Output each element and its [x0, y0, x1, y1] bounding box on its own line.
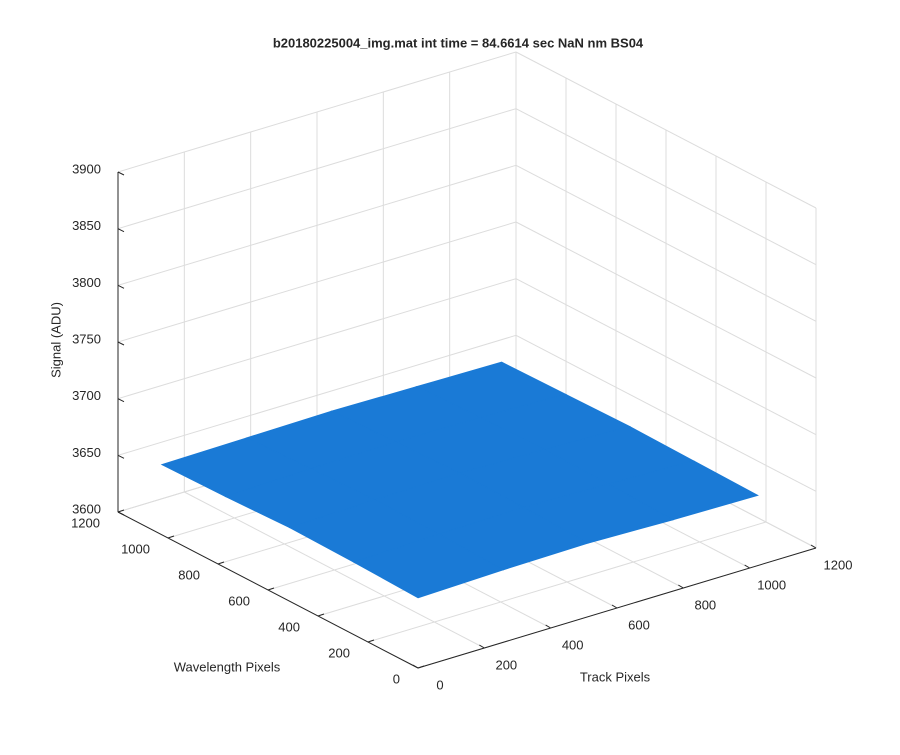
z-tick-label: 3900	[72, 161, 101, 176]
x-tick-label: 600	[628, 617, 650, 632]
chart-title: b20180225004_img.mat int time = 84.6614 …	[273, 35, 644, 50]
z-axis-label: Signal (ADU)	[48, 302, 63, 378]
z-tick-label: 3850	[72, 218, 101, 233]
x-tick-label: 1000	[757, 577, 786, 592]
z-tick	[117, 228, 125, 233]
x-tick	[744, 564, 750, 569]
grid-line	[515, 108, 817, 266]
y-tick	[367, 639, 375, 643]
x-tick-label: 400	[562, 637, 584, 652]
y-tick	[117, 509, 125, 513]
y-axis-label: Wavelength Pixels	[174, 659, 281, 674]
grid-line	[117, 164, 517, 286]
grid-line	[515, 278, 817, 436]
grid-line	[117, 108, 517, 230]
x-tick	[611, 604, 618, 609]
y-tick-label: 800	[178, 567, 200, 582]
grid-line	[117, 334, 517, 456]
x-tick	[810, 544, 817, 549]
z-tick	[117, 171, 125, 176]
x-tick	[479, 644, 485, 649]
z-tick	[117, 511, 125, 516]
x-tick	[412, 664, 419, 669]
grid-line	[117, 221, 517, 343]
grid-line	[117, 278, 517, 400]
surface-patch	[352, 533, 505, 599]
x-tick	[545, 624, 551, 629]
z-tick-label: 3800	[72, 275, 101, 290]
y-tick	[317, 613, 325, 617]
y-tick-label: 400	[278, 619, 300, 634]
z-tick-label: 3700	[72, 388, 101, 403]
z-tick-label: 3750	[72, 331, 101, 346]
x-axis-label: Track Pixels	[580, 669, 651, 684]
y-tick	[167, 535, 175, 539]
grid-line	[367, 521, 767, 643]
x-tick-label: 1200	[824, 557, 853, 572]
y-tick	[217, 561, 225, 565]
z-tick	[117, 454, 125, 459]
y-tick	[267, 587, 275, 591]
y-tick-label: 1000	[121, 541, 150, 556]
grid-line	[515, 221, 817, 379]
grid-line	[515, 164, 817, 322]
grid-line	[117, 51, 517, 173]
y-tick	[417, 665, 425, 669]
z-tick-label: 3650	[72, 445, 101, 460]
y-tick-label: 0	[393, 671, 400, 686]
grid-line	[515, 334, 817, 492]
x-tick	[678, 584, 684, 589]
grid-line	[515, 51, 817, 209]
z-tick	[117, 341, 125, 346]
z-tick	[117, 284, 125, 289]
x-tick-label: 0	[436, 677, 443, 692]
y-tick-label: 600	[228, 593, 250, 608]
x-tick-label: 200	[495, 657, 517, 672]
z-tick	[117, 398, 125, 403]
x-tick-label: 800	[694, 597, 716, 612]
z-tick-label: 3600	[72, 501, 101, 516]
y-tick-label: 200	[328, 645, 350, 660]
y-tick-label: 1200	[71, 515, 100, 530]
